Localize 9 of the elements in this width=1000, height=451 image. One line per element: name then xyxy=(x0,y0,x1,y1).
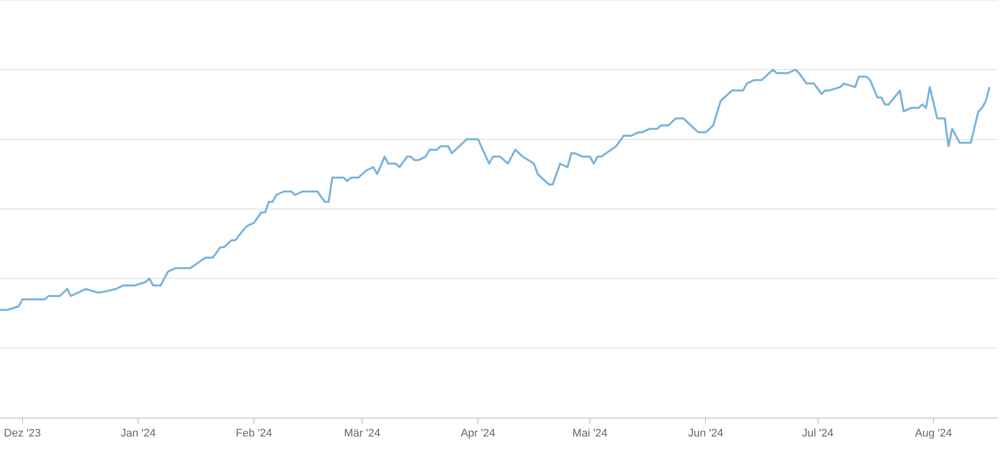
x-tick-label: Jun '24 xyxy=(688,427,724,440)
x-tick-label: Mär '24 xyxy=(344,427,380,440)
x-tick-label: Jul '24 xyxy=(802,427,834,440)
x-tick-label: Feb '24 xyxy=(236,427,272,440)
x-tick-label: Aug '24 xyxy=(915,427,952,440)
x-tick-label: Mai '24 xyxy=(572,427,608,440)
x-tick-label: Jan '24 xyxy=(120,427,156,440)
x-tick-label: Dez '23 xyxy=(4,427,41,440)
x-tick-label: Apr '24 xyxy=(460,427,496,440)
